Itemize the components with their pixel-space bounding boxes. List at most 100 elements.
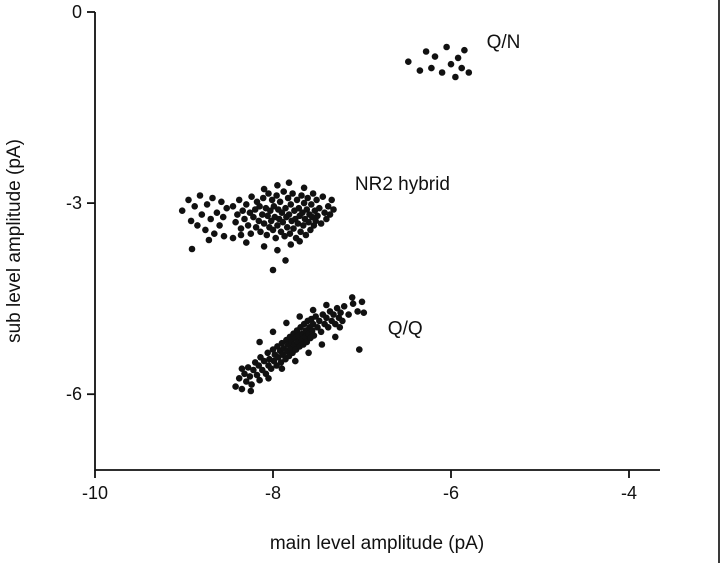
- data-point: [264, 212, 272, 220]
- x-tick-label: -4: [621, 483, 637, 503]
- data-point: [313, 196, 320, 204]
- data-point: [238, 365, 246, 373]
- data-point: [312, 217, 320, 225]
- data-point: [292, 357, 299, 365]
- data-point: [264, 349, 272, 357]
- data-point: [360, 309, 368, 317]
- data-point: [205, 236, 213, 244]
- annotations-layer: Q/N NR2 hybrid Q/Q: [355, 32, 521, 340]
- data-point: [243, 239, 250, 246]
- data-point: [278, 365, 286, 373]
- data-point: [235, 375, 243, 382]
- data-point: [305, 218, 312, 226]
- data-point: [324, 203, 332, 210]
- data-point: [293, 196, 301, 204]
- data-point: [269, 226, 277, 234]
- data-point: [239, 207, 246, 214]
- data-point: [278, 209, 286, 216]
- data-point: [178, 207, 186, 214]
- data-point: [277, 228, 285, 236]
- data-point: [308, 201, 315, 208]
- data-point: [312, 313, 320, 320]
- x-tick-label: -8: [265, 483, 281, 503]
- data-point: [279, 218, 287, 226]
- data-point: [321, 209, 328, 216]
- data-point: [267, 365, 275, 373]
- data-point: [282, 204, 289, 212]
- data-point: [238, 385, 246, 393]
- cluster-label: Q/N: [487, 32, 521, 53]
- data-point: [405, 58, 412, 65]
- data-point: [300, 222, 307, 229]
- data-point: [256, 376, 263, 384]
- data-point: [243, 378, 250, 385]
- data-point: [260, 185, 268, 193]
- data-point: [260, 220, 268, 227]
- data-point: [272, 234, 280, 242]
- data-point: [256, 338, 263, 346]
- data-point: [248, 193, 255, 200]
- data-point: [263, 231, 271, 239]
- data-point: [257, 228, 264, 236]
- data-point: [223, 204, 230, 212]
- data-point: [310, 332, 318, 339]
- y-tick-label: -3: [66, 193, 82, 213]
- data-point: [356, 346, 363, 353]
- data-point: [259, 194, 267, 202]
- data-point: [314, 324, 321, 331]
- data-point: [285, 179, 293, 186]
- data-point: [203, 201, 211, 208]
- data-point: [255, 217, 263, 225]
- data-point: [283, 224, 291, 231]
- data-point: [269, 328, 277, 336]
- data-point: [248, 381, 255, 388]
- data-point: [422, 48, 430, 55]
- data-point: [250, 213, 257, 221]
- data-point: [287, 241, 295, 248]
- data-point: [265, 375, 272, 382]
- data-point: [324, 324, 332, 331]
- data-point: [207, 215, 214, 223]
- data-point: [219, 213, 227, 221]
- data-point: [229, 203, 237, 210]
- data-point: [454, 54, 462, 62]
- data-point: [274, 222, 281, 229]
- data-point: [284, 194, 292, 202]
- axes-layer: 0 -3 -6 -10 -8 -6 -4: [66, 2, 660, 503]
- data-point: [298, 192, 305, 199]
- x-tick-label: -10: [82, 483, 108, 503]
- data-point: [336, 324, 344, 331]
- y-tick-label: -6: [66, 384, 82, 404]
- data-point: [191, 203, 198, 210]
- data-point: [241, 370, 248, 378]
- data-point: [285, 211, 293, 218]
- data-point: [243, 201, 250, 208]
- data-point: [318, 341, 326, 348]
- data-point: [274, 182, 281, 189]
- axis-spine: [94, 12, 660, 471]
- data-point: [304, 194, 312, 202]
- data-point: [354, 308, 361, 315]
- data-point: [232, 383, 239, 390]
- data-point: [188, 245, 196, 253]
- data-point: [443, 43, 450, 51]
- y-axis-label: sub level amplitude (pA): [4, 139, 25, 343]
- data-point: [458, 64, 466, 72]
- scan-edge-line: [718, 0, 720, 563]
- data-point: [316, 204, 323, 212]
- data-point: [229, 234, 237, 242]
- data-point: [250, 366, 257, 374]
- data-point: [332, 333, 339, 341]
- data-point: [323, 314, 330, 322]
- data-point: [276, 198, 284, 206]
- data-point: [431, 53, 439, 60]
- data-point: [309, 190, 317, 197]
- data-point: [309, 306, 317, 314]
- data-point: [300, 184, 308, 192]
- data-point: [305, 349, 312, 357]
- data-point: [247, 387, 255, 395]
- data-point: [358, 298, 366, 306]
- data-point: [216, 222, 223, 229]
